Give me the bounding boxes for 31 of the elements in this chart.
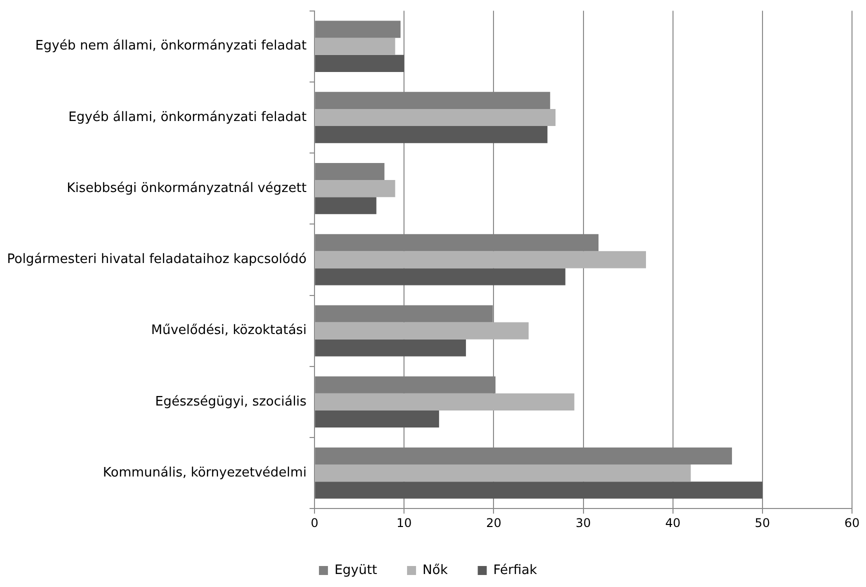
legend-label: Férfiak: [493, 562, 538, 578]
bar: [315, 108, 556, 126]
y-tick-label: Polgármesteri hivatal feladataihoz kapcsolódó: [6, 252, 307, 268]
bar: [315, 126, 548, 144]
bar: [315, 268, 566, 286]
y-tick-label: Egészségügyi, szociális: [155, 394, 307, 410]
x-tick-label: 40: [665, 516, 680, 530]
x-tick-label: 0: [310, 516, 318, 530]
y-tick-label: Kommunális, környezetvédelmi: [102, 465, 307, 480]
bar: [315, 464, 691, 482]
bar: [315, 339, 466, 356]
bar: [315, 38, 396, 55]
y-tick-label: Egyéb állami, önkormányzati feladat: [68, 110, 307, 125]
bar: [315, 393, 574, 410]
bar: [315, 180, 396, 198]
bar: [315, 482, 762, 499]
x-tick-label: 10: [396, 516, 412, 530]
bar: [315, 322, 529, 340]
x-tick-label: 50: [754, 516, 770, 530]
x-tick-label: 60: [844, 516, 860, 530]
bar: [315, 251, 646, 268]
y-tick-label: Egyéb nem állami, önkormányzati feladat: [35, 38, 307, 54]
x-tick-label: 20: [486, 516, 502, 530]
y-tick-label: Kisebbségi önkormányzatnál végzett: [66, 180, 307, 196]
y-tick-label: Művelődési, közoktatási: [151, 323, 307, 338]
x-tick-label: 30: [576, 516, 591, 530]
bar: [315, 197, 376, 214]
legend-label: Együtt: [334, 562, 378, 578]
bar: [315, 410, 440, 428]
bar: [315, 54, 404, 72]
legend-label: Nők: [422, 562, 448, 578]
